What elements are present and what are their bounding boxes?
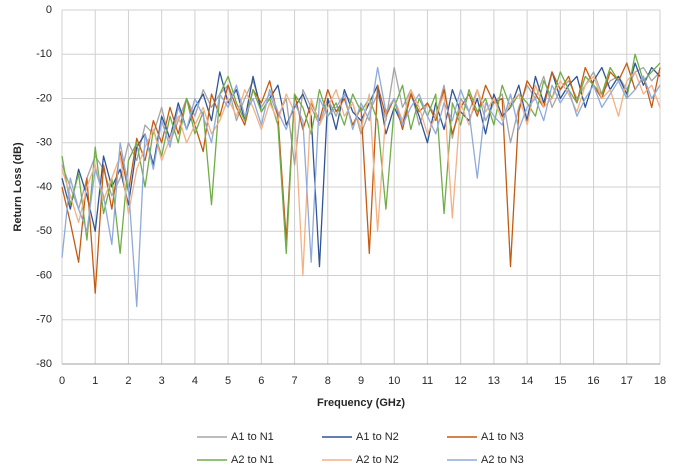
y-tick-label: -80 [36, 358, 52, 370]
x-tick-label: 10 [388, 375, 400, 387]
y-tick-label: -70 [36, 314, 52, 326]
x-tick-label: 14 [521, 375, 533, 387]
y-tick-label: -20 [36, 92, 52, 104]
legend-label: A1 to N3 [481, 431, 524, 443]
legend-label: A2 to N3 [481, 454, 524, 466]
x-tick-label: 16 [587, 375, 599, 387]
x-tick-label: 5 [225, 375, 231, 387]
legend-label: A2 to N1 [231, 454, 274, 466]
x-tick-label: 0 [59, 375, 65, 387]
y-tick-label: 0 [46, 4, 52, 16]
x-tick-label: 2 [125, 375, 131, 387]
x-tick-label: 13 [488, 375, 500, 387]
plot-lines [61, 53, 661, 308]
x-tick-label: 9 [358, 375, 364, 387]
x-tick-label: 6 [258, 375, 264, 387]
series-line [61, 53, 661, 255]
x-tick-label: 12 [455, 375, 467, 387]
x-tick-label: 17 [621, 375, 633, 387]
x-tick-label: 7 [291, 375, 297, 387]
y-tick-label: -10 [36, 48, 52, 60]
x-tick-label: 1 [92, 375, 98, 387]
series-line [61, 71, 661, 277]
y-tick-label: -30 [36, 137, 52, 149]
legend: A1 to N1 A1 to N2 A1 to N3 A2 to N1 A2 to N2… [197, 431, 524, 466]
legend-label: A1 to N2 [356, 431, 399, 443]
y-tick-label: -60 [36, 269, 52, 281]
series-line [61, 62, 661, 268]
x-tick-label: 8 [325, 375, 331, 387]
x-axis-title: Frequency (GHz) [317, 397, 405, 409]
x-tick-label: 15 [554, 375, 566, 387]
series-line [61, 66, 661, 308]
y-axis-title: Return Loss (dB) [12, 142, 24, 232]
x-tick-label: 18 [654, 375, 666, 387]
legend-label: A2 to N2 [356, 454, 399, 466]
x-tick-label: 11 [422, 375, 433, 387]
y-tick-label: -50 [36, 225, 52, 237]
x-tick-label: 3 [159, 375, 165, 387]
x-tick-label: 4 [192, 375, 198, 387]
legend-label: A1 to N1 [231, 431, 274, 443]
series-line [61, 62, 661, 294]
y-tick-label: -40 [36, 181, 52, 193]
